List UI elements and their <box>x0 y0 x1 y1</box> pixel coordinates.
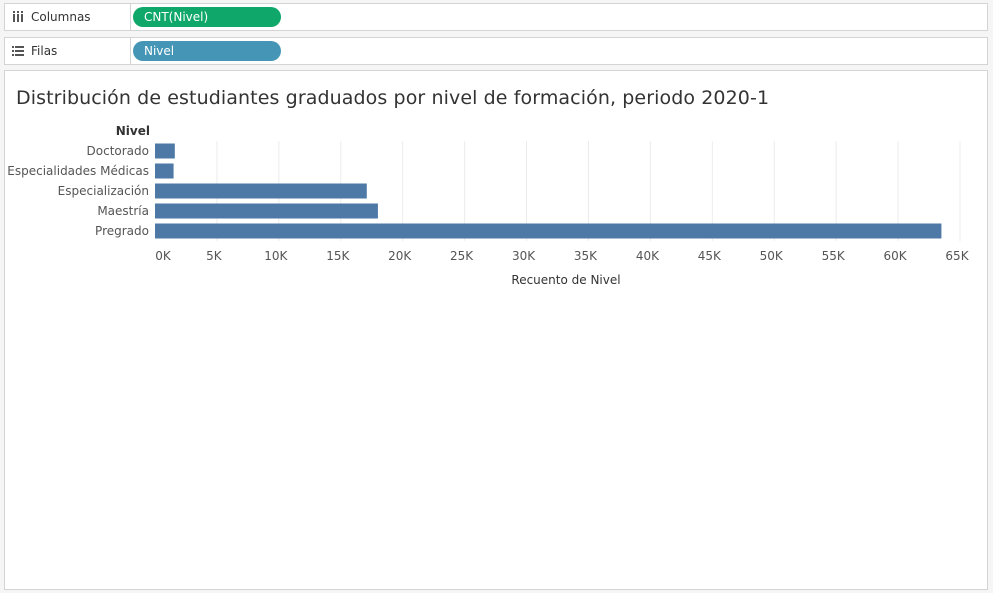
x-tick-label: 25K <box>450 249 474 263</box>
category-label: Maestría <box>97 204 149 218</box>
category-label: Especialidades Médicas <box>7 164 149 178</box>
bar[interactable] <box>155 183 367 199</box>
bar-chart: Doctorado Especialidades Médicas Especiali… <box>7 124 969 287</box>
x-tick-label: 50K <box>760 249 784 263</box>
category-label: Especialización <box>58 184 149 198</box>
x-tick-label: 30K <box>512 249 536 263</box>
rows-shelf-label: Filas <box>5 38 131 64</box>
x-tick-label: 40K <box>636 249 660 263</box>
columns-icon <box>5 11 31 23</box>
x-tick-label: 20K <box>388 249 412 263</box>
x-tick-label: 65K <box>945 249 969 263</box>
columns-shelf-label: Columnas <box>5 4 131 30</box>
x-tick-label: 55K <box>822 249 846 263</box>
x-tick-label: 60K <box>884 249 908 263</box>
x-tick-label: 0K <box>155 249 172 263</box>
category-label: Pregrado <box>95 224 149 238</box>
rows-label-text: Filas <box>31 44 58 58</box>
bar[interactable] <box>155 143 175 159</box>
x-tick-label: 5K <box>206 249 223 263</box>
x-tick-label: 45K <box>698 249 722 263</box>
x-tick-label: 15K <box>326 249 350 263</box>
bar[interactable] <box>155 223 942 239</box>
columns-shelf: Columnas CNT(Nivel) <box>4 3 988 31</box>
viz-area: Distribución de estudiantes graduados po… <box>4 70 988 590</box>
chart-title: Distribución de estudiantes graduados po… <box>16 87 770 109</box>
category-label: Doctorado <box>87 144 149 158</box>
bar[interactable] <box>155 163 174 179</box>
x-tick-label: 35K <box>574 249 598 263</box>
category-header: Nivel <box>116 124 150 138</box>
rows-pill[interactable]: Nivel <box>133 41 281 61</box>
columns-label-text: Columnas <box>31 10 91 24</box>
rows-icon <box>5 46 31 56</box>
rows-shelf: Filas Nivel <box>4 37 988 65</box>
bar[interactable] <box>155 203 378 219</box>
columns-pill[interactable]: CNT(Nivel) <box>133 7 281 27</box>
x-axis-title: Recuento de Nivel <box>511 273 620 287</box>
x-tick-label: 10K <box>264 249 288 263</box>
